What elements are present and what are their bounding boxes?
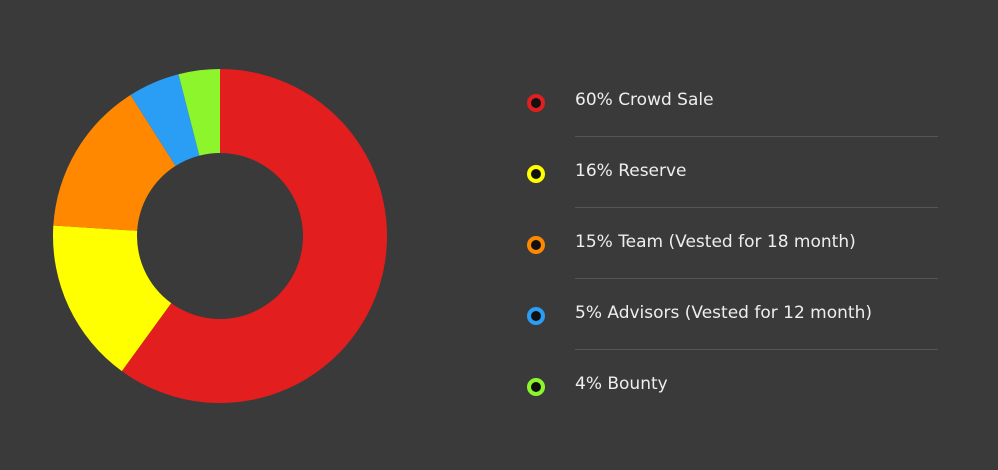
donut-slice bbox=[53, 225, 172, 372]
divider bbox=[575, 207, 938, 208]
legend-marker bbox=[527, 94, 545, 112]
legend-label: 4% Bounty bbox=[575, 374, 668, 394]
legend-item: 60% Crowd Sale bbox=[520, 66, 940, 137]
legend-label: 60% Crowd Sale bbox=[575, 90, 714, 110]
donut-slice bbox=[53, 94, 176, 231]
donut-slice bbox=[130, 74, 200, 166]
donut-slice bbox=[178, 69, 220, 156]
legend-marker bbox=[527, 378, 545, 396]
legend-marker bbox=[527, 236, 545, 254]
divider bbox=[575, 349, 938, 350]
legend-item: 5% Advisors (Vested for 12 month) bbox=[520, 279, 940, 350]
legend: 60% Crowd Sale 16% Reserve 15% Team (Ves… bbox=[520, 66, 940, 421]
divider bbox=[575, 136, 938, 137]
legend-marker bbox=[527, 307, 545, 325]
legend-marker bbox=[527, 165, 545, 183]
legend-label: 15% Team (Vested for 18 month) bbox=[575, 232, 856, 252]
legend-item: 16% Reserve bbox=[520, 137, 940, 208]
donut-chart bbox=[53, 69, 387, 404]
legend-item: 15% Team (Vested for 18 month) bbox=[520, 208, 940, 279]
legend-label: 16% Reserve bbox=[575, 161, 687, 181]
legend-item: 4% Bounty bbox=[520, 350, 940, 421]
divider bbox=[575, 278, 938, 279]
donut-slice bbox=[121, 69, 387, 404]
legend-label: 5% Advisors (Vested for 12 month) bbox=[575, 303, 872, 323]
